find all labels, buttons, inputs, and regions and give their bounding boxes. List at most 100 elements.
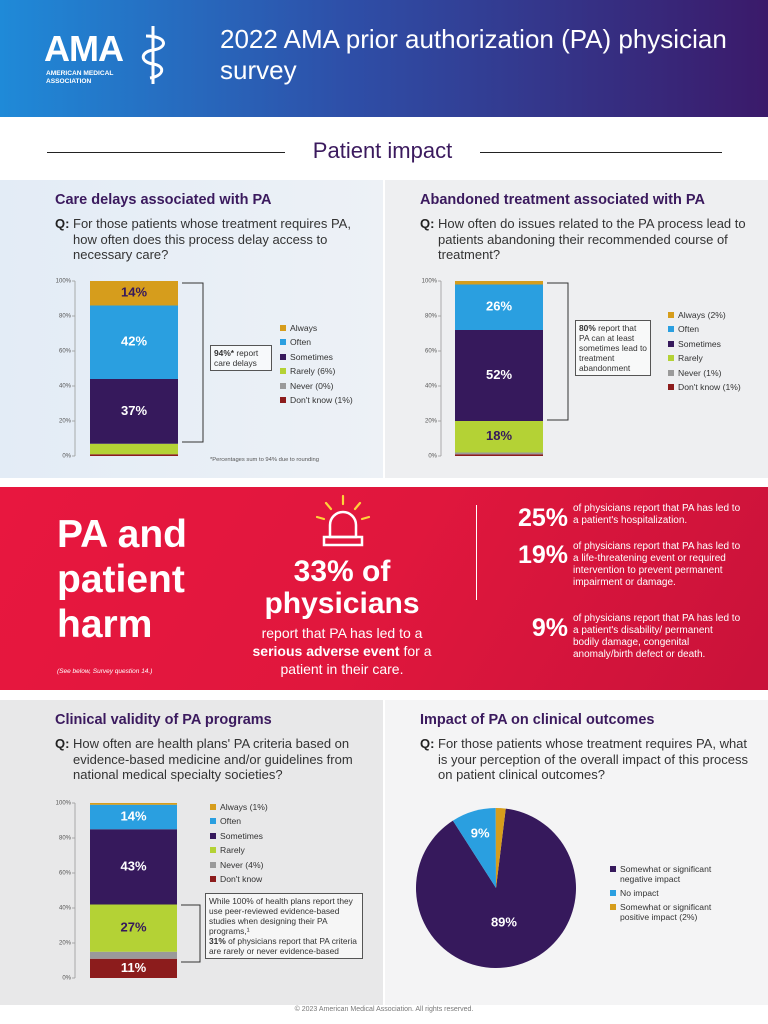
legend-swatch: [280, 368, 286, 375]
pie-slice: [495, 808, 506, 888]
legend-item: Often: [280, 337, 311, 347]
annotation-part: 94%*: [214, 348, 235, 358]
question-label: Q:: [420, 736, 435, 751]
bar-segment: [90, 951, 177, 959]
divider: [476, 505, 477, 600]
legend-label: Often: [290, 337, 312, 348]
legend-label: Don't know (1%): [678, 382, 741, 392]
legend-label: Somewhat or significant negative impact: [620, 864, 712, 884]
annotation-part: report care delays: [214, 348, 259, 368]
logo: AMA: [44, 28, 124, 69]
chart: 0% 20% 40% 60% 80% 100% 37% 42% 14%: [56, 279, 204, 460]
legend-label: Don't know: [220, 874, 263, 884]
annotation-part: 31%: [209, 936, 226, 946]
y-tick-label: 20%: [59, 941, 72, 947]
legend-swatch: [210, 832, 216, 839]
stat-value: 9%: [531, 614, 568, 642]
legend-swatch: [210, 876, 216, 882]
annotation-part: 80%: [579, 323, 596, 333]
legend-item: Rarely: [668, 353, 703, 363]
legend-item: Sometimes: [280, 352, 333, 362]
chart-panel: 0% 20% 40% 60% 80% 100% 11% 27% 43% 14% Clinical v…: [0, 700, 383, 1005]
value-label: 52%: [486, 367, 512, 382]
bar-segment: [455, 284, 543, 330]
value-label: 42%: [121, 334, 147, 349]
bracket: [181, 904, 201, 963]
harm-title: PA and patient harm: [57, 513, 188, 646]
y-tick-label: 100%: [56, 279, 72, 285]
value-label: 9%: [471, 826, 490, 841]
legend-swatch: [668, 340, 674, 347]
stat-value: 25%: [517, 504, 568, 532]
legend-item: Don't know (1%): [280, 395, 353, 405]
legend-swatch: [668, 355, 674, 362]
legend-swatch: [280, 325, 286, 331]
question-label: Q:: [55, 216, 70, 231]
legend-label: Sometimes: [220, 830, 263, 841]
legend-item: Often: [210, 816, 241, 826]
legend-label: Somewhat or significant positive impact …: [620, 902, 712, 922]
stat-value: 19%: [517, 541, 568, 569]
legend-swatch: [668, 384, 674, 390]
legend-item: Never (0%): [280, 381, 333, 391]
legend-label: Never (1%): [678, 367, 722, 378]
chart: 0% 20% 40% 60% 80% 100% 18% 52% 26%: [422, 279, 569, 460]
harm-note: (See below, Survey question 14.): [57, 668, 153, 675]
value-label: 27%: [120, 920, 146, 935]
legend-item: No impact: [610, 888, 728, 898]
y-tick-label: 100%: [56, 801, 72, 807]
y-tick-label: 0%: [428, 454, 437, 460]
chart-panel: 89% 9% Impact of PA on clinical outcomes Q:…: [385, 700, 768, 1005]
legend-item: Always (2%): [668, 310, 726, 320]
chart-title: Abandoned treatment associated with PA: [420, 192, 705, 208]
bar-segment: [90, 443, 178, 455]
harm-band: [0, 487, 768, 690]
legend-item: Don't know (1%): [668, 382, 741, 392]
stat-text: of physicians report that PA has led to …: [573, 613, 741, 660]
y-tick-label: 100%: [422, 279, 438, 285]
bar-segment: [90, 305, 178, 379]
legend-label: Always: [290, 323, 318, 333]
question: For those patients whose treatment requi…: [438, 736, 748, 782]
legend-label: Rarely: [678, 353, 703, 364]
chart-panel: 0% 20% 40% 60% 80% 100% 18% 52% 26% Abandoned tre…: [385, 180, 768, 478]
y-tick-label: 60%: [59, 871, 72, 877]
annotation-part: While 100% of health plans report they u…: [209, 896, 353, 936]
siren-icon: [315, 494, 371, 547]
legend-item: Always (1%): [210, 802, 268, 812]
chart-title: Impact of PA on clinical outcomes: [420, 712, 655, 728]
legend-item: Sometimes: [210, 831, 263, 841]
question: How often do issues related to the PA pr…: [438, 216, 746, 262]
value-label: 43%: [120, 858, 146, 873]
legend-item: Somewhat or significant positive impact …: [610, 902, 728, 922]
legend-item: Often: [668, 324, 699, 334]
y-tick-label: 80%: [59, 836, 72, 842]
y-tick-label: 80%: [59, 314, 72, 320]
legend-label: Sometimes: [290, 351, 333, 362]
y-tick-label: 40%: [425, 384, 438, 390]
question-label: Q:: [420, 216, 435, 231]
legend-label: No impact: [620, 888, 659, 898]
bar-segment: [455, 330, 543, 421]
bar-segment: [90, 904, 177, 952]
legend-label: Rarely (6%): [290, 366, 336, 377]
bar-segment: [90, 804, 177, 830]
legend-item: Don't know: [210, 874, 262, 884]
bar-segment: [455, 421, 543, 453]
annotation-part: of physicians report that PA criteria ar…: [209, 936, 357, 956]
y-tick-label: 20%: [425, 419, 438, 425]
value-label: 14%: [121, 285, 147, 300]
value-label: 37%: [121, 403, 147, 418]
legend-label: Sometimes: [678, 338, 721, 349]
legend-swatch: [668, 326, 674, 333]
annotation: 80% report that PA can at least sometime…: [575, 320, 651, 376]
value-label: 26%: [486, 299, 512, 314]
stat-text: of physicians report that PA has led to …: [573, 503, 741, 526]
logo-icon: [141, 26, 165, 84]
legend-swatch: [210, 818, 216, 825]
legend-swatch: [280, 353, 286, 360]
bar-segment: [455, 452, 543, 455]
annotation-part: report that PA can at least sometimes le…: [579, 323, 647, 373]
bar-segment: [90, 803, 177, 805]
